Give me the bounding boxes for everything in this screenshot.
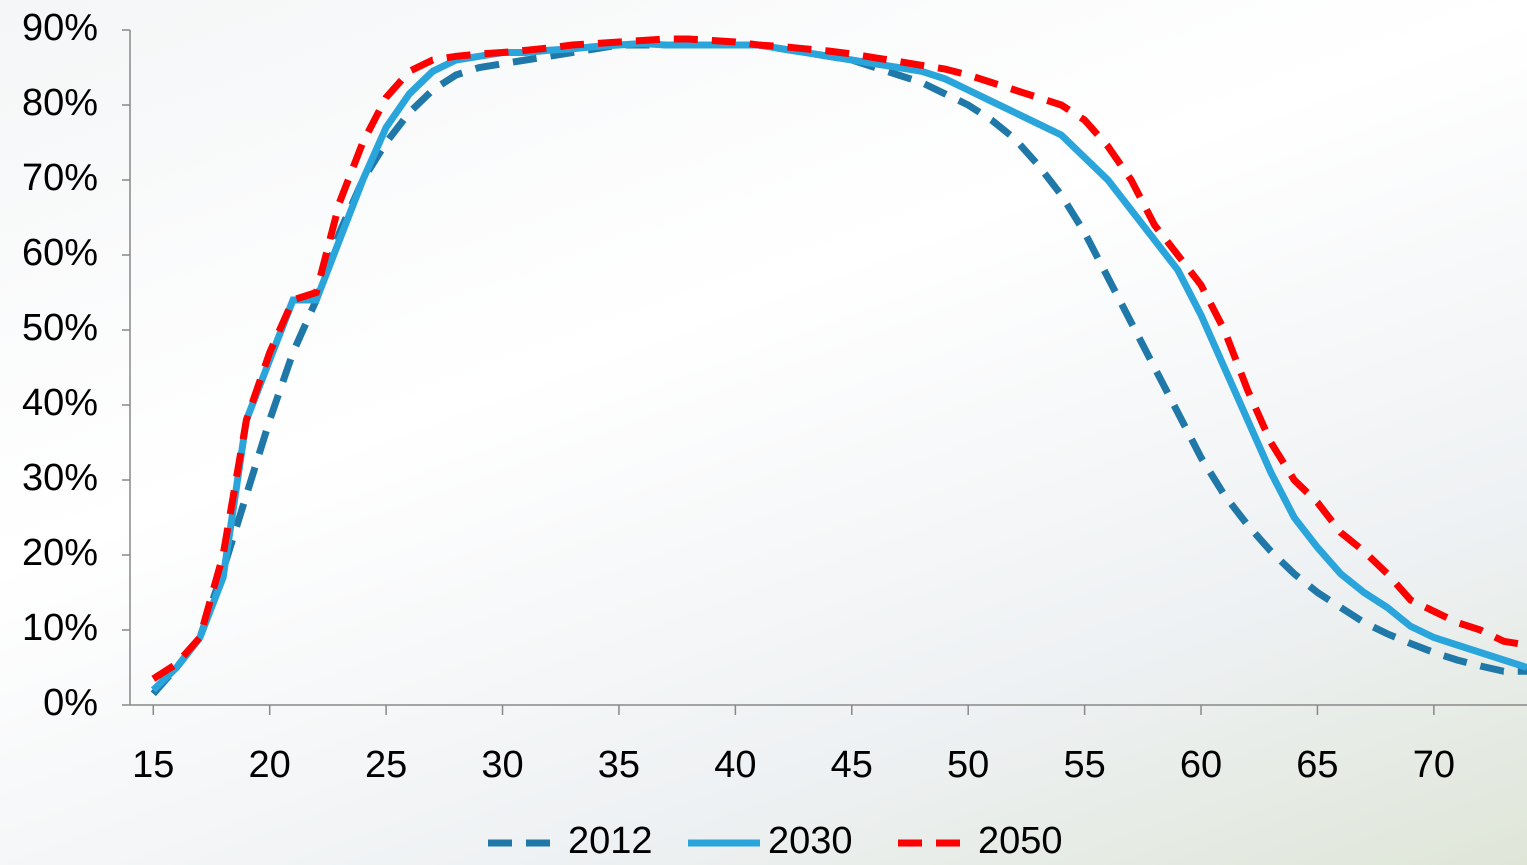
x-tick-label: 25	[365, 744, 407, 786]
y-tick-label: 50%	[22, 307, 98, 349]
y-tick-label: 10%	[22, 607, 98, 649]
y-tick-label: 20%	[22, 532, 98, 574]
legend-label: 2012	[568, 820, 653, 862]
y-tick-label: 80%	[22, 82, 98, 124]
x-tick-label: 70	[1413, 744, 1455, 786]
line-series	[151, 35, 1527, 682]
x-tick-label: 20	[249, 744, 291, 786]
legend-label: 2050	[978, 820, 1063, 862]
x-tick-label: 60	[1180, 744, 1222, 786]
line-series	[150, 41, 1527, 697]
y-tick-label: 60%	[22, 232, 98, 274]
x-tick-label: 55	[1063, 744, 1105, 786]
x-tick-label: 30	[481, 744, 523, 786]
x-tick-label: 35	[598, 744, 640, 786]
y-tick-label: 30%	[22, 457, 98, 499]
y-tick-label: 70%	[22, 157, 98, 199]
x-tick-label: 50	[947, 744, 989, 786]
x-tick-label: 65	[1296, 744, 1338, 786]
x-tick-label: 40	[714, 744, 756, 786]
line-series	[150, 39, 1527, 693]
y-tick-label: 0%	[43, 682, 98, 724]
x-tick-label: 45	[831, 744, 873, 786]
x-tick-label: 15	[132, 744, 174, 786]
y-tick-label: 90%	[22, 7, 98, 49]
legend-label: 2030	[768, 820, 853, 862]
y-tick-label: 40%	[22, 382, 98, 424]
